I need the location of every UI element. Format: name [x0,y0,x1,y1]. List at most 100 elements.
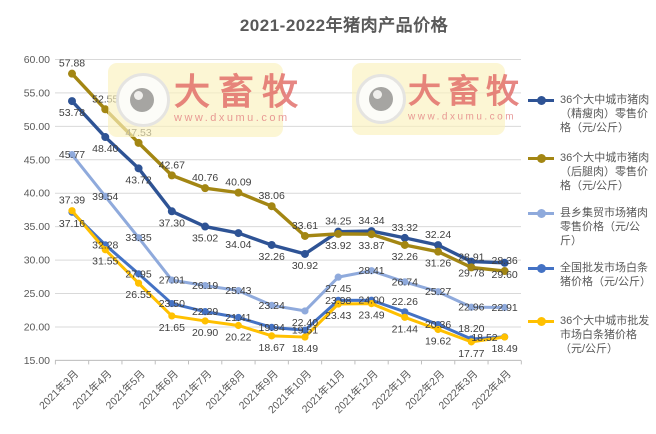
series-labels-county-market-retail: 45.77 39.54 33.35 27.01 26.19 25.43 23.24 22.40… [59,149,518,329]
watermark-url: www.dxumu.com [408,111,517,123]
data-point [367,230,376,239]
data-point [201,184,210,193]
series-labels-national-wholesale-carcass: 37.16 32.28 27.95 23.50 22.29 21.41 19.94 19.51… [59,218,498,344]
legend-item-national-wholesale-carcass: 全国批发市场白条猪价格（元/公斤） [526,262,655,290]
data-point [234,287,242,295]
data-point [500,258,509,267]
data-point-label: 26.74 [392,276,418,288]
data-point-label: 23.24 [259,300,285,312]
data-point-label: 31.26 [425,258,451,270]
data-point [268,301,276,309]
data-point [201,281,209,290]
data-point [134,138,143,147]
data-point [300,231,309,240]
data-point-label: 22.96 [458,302,484,314]
data-point [301,326,309,334]
data-point [167,207,176,216]
data-point-label: 43.72 [125,174,151,186]
data-point-label: 32.26 [392,251,418,263]
data-point-label: 21.41 [225,312,251,324]
watermark-url: www.dxumu.com [174,111,290,124]
data-point-label: 18.49 [292,343,318,355]
data-point [134,270,143,278]
data-point [501,303,509,312]
legend-label: 36个大中城市批发市场白条猪价格（元/公斤） [560,315,650,355]
data-point-label: 40.76 [192,172,218,184]
data-point-label: 31.55 [92,256,118,268]
data-point-label: 23.98 [325,295,351,307]
data-point [134,279,143,287]
y-axis-tick-label: 20.00 [24,321,50,333]
legend-line-marker-icon [528,264,554,273]
data-point [267,202,276,211]
series-line [70,153,507,313]
chart-title: 2021-2022年猪肉产品价格 [239,16,449,35]
data-point-label: 33.87 [358,240,384,252]
data-point [201,222,210,231]
data-point-label: 29.60 [491,269,517,281]
data-point [68,151,76,159]
data-point [201,317,209,325]
legend-label: 36个大中城市猪肉（后腿肉）零售价格（元/公斤） [560,152,650,192]
data-point-label: 22.26 [392,296,418,308]
y-axis-tick-label: 45.00 [24,154,50,166]
data-point [168,312,176,320]
data-point [500,267,509,276]
data-point [300,249,309,258]
data-point-label: 25.27 [425,286,451,298]
series-line [70,99,507,265]
data-point [268,323,276,331]
data-point [168,299,176,308]
legend-item-lean-pork-retail: 36个大中城市猪肉（精瘦肉）零售价格（元/公斤） [526,94,655,135]
watermark-brand: 大畜牧 [174,70,307,112]
legend-item-county-market-retail: 县乡集贸市场猪肉零售价格（元/公斤） [526,207,655,248]
data-point-label: 30.92 [292,260,318,272]
data-point [234,313,242,322]
data-point [467,263,476,272]
data-point [401,278,409,286]
data-point [301,307,309,315]
data-point-label: 21.44 [392,323,418,335]
data-point-label: 22.40 [292,317,318,329]
y-axis-tick-label: 60.00 [24,54,50,66]
data-point-label: 28.36 [491,255,517,267]
legend-label: 全国批发市场白条猪价格（元/公斤） [560,262,652,288]
data-point-label: 19.94 [259,322,285,334]
series-line [70,210,507,341]
data-point [101,133,110,142]
data-point-label: 33.61 [292,220,318,232]
data-point-label: 33.92 [325,240,351,252]
data-point [68,69,76,78]
data-point [201,308,209,316]
series-hind-leg-pork-retail [68,69,509,276]
series-line [70,71,507,273]
data-point-label: 27.95 [125,268,151,280]
data-point [68,207,76,215]
data-point [234,188,243,197]
data-point [367,267,376,275]
y-axis-tick-label: 35.00 [24,221,50,233]
data-point-label: 34.34 [358,215,384,227]
data-point-label: 18.20 [458,323,484,335]
data-point-label: 27.45 [325,283,351,295]
data-point [267,240,276,249]
data-point-label: 26.19 [192,280,218,292]
data-point [167,171,176,180]
data-point-label: 20.36 [425,319,451,331]
legend-label: 县乡集贸市场猪肉零售价格（元/公斤） [560,207,648,247]
data-point-label: 24.00 [358,295,384,307]
legend-item-city36-wholesale-carcass: 36个大中城市批发市场白条猪价格（元/公斤） [526,315,655,356]
data-point-label: 39.54 [92,191,118,203]
data-point [334,273,342,281]
data-point [234,229,243,238]
y-axis-labels: 15.00 20.00 25.00 30.00 35.00 40.00 45.00 50.00… [24,54,50,367]
series-city36-wholesale-carcass [68,207,509,346]
data-point [401,313,409,321]
series-line [70,209,507,344]
data-point-label: 28.41 [358,265,384,277]
watermark: 大畜牧 www.dxumu.com [108,63,307,137]
data-point-label: 23.49 [358,310,384,322]
x-axis-labels: 2021年3月2021年4月2021年5月2021年6月2021年7月2021年… [36,367,513,416]
data-point [401,308,409,316]
